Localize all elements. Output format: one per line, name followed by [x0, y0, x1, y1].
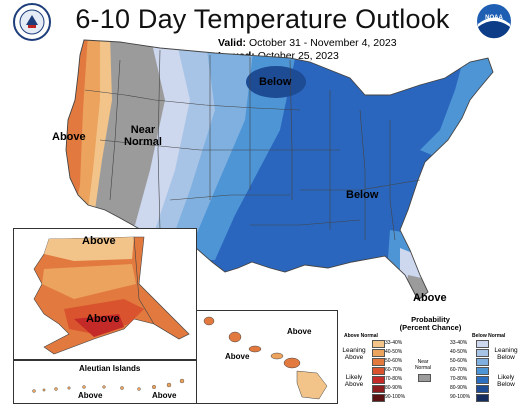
legend-below-swatch: [476, 349, 489, 357]
hawaii-inset: Above Above: [196, 310, 338, 404]
label-below-north: Below: [259, 76, 292, 88]
legend-leaning-below: Leaning Below: [494, 347, 518, 361]
label-above-florida: Above: [413, 292, 447, 304]
label-above-west: Above: [52, 131, 86, 143]
alaska-map: [33, 236, 190, 355]
label-alaska-above-n: Above: [82, 235, 116, 247]
legend-below-bin-label: 40-50%: [450, 349, 468, 355]
legend-below-header: Below Normal: [472, 333, 506, 339]
legend-below-bin-label: 33-40%: [450, 340, 468, 346]
legend-title: Probability (Percent Chance): [399, 315, 462, 332]
legend-above-header: Above Normal: [344, 333, 378, 339]
legend-above-swatch: [372, 367, 385, 375]
legend: Probability (Percent Chance) Above Norma…: [338, 316, 523, 404]
legend-above-swatch: [372, 376, 385, 384]
legend-near-normal: Near Normal: [414, 359, 432, 371]
legend-above-bin-label: 60-70%: [385, 367, 403, 373]
legend-likely-above: Likely Above: [344, 374, 364, 388]
state-borders: [65, 39, 494, 301]
noaa-logo-text: NOAA: [485, 15, 503, 21]
legend-below-swatch: [476, 358, 489, 366]
valid-range: October 31 - November 4, 2023: [248, 37, 397, 49]
label-aleutian-above-1: Above: [78, 391, 103, 400]
hawaii-map: [203, 316, 328, 400]
legend-below-bin-label: 50-60%: [450, 358, 468, 364]
legend-below-bin-label: 80-90%: [450, 385, 468, 391]
legend-above-bin-label: 70-80%: [385, 376, 403, 382]
label-aleutian-above-2: Above: [152, 391, 177, 400]
legend-above-swatch: [372, 385, 385, 393]
legend-below-bin-label: 70-80%: [450, 376, 468, 382]
legend-above-bin-label: 80-90%: [385, 385, 403, 391]
legend-below-swatch: [476, 376, 489, 384]
noaa-logo: NOAA: [476, 3, 512, 39]
legend-leaning-above: Leaning Above: [342, 347, 366, 361]
label-hawaii-above-1: Above: [287, 327, 312, 336]
legend-below-swatch: [476, 394, 489, 402]
valid-dates: Valid: October 31 - November 4, 2023: [218, 37, 397, 49]
legend-above-bin-label: 40-50%: [385, 349, 403, 355]
legend-above-swatch: [372, 394, 385, 402]
aleutian-inset: Aleutian Islands Above Above: [13, 360, 197, 404]
page-title: 6-10 Day Temperature Outlook: [75, 4, 450, 34]
aleutian-title: Aleutian Islands: [79, 364, 141, 373]
legend-above-bin-label: 33-40%: [385, 340, 403, 346]
label-hawaii-above-2: Above: [225, 352, 250, 361]
aleutian-map: [32, 378, 185, 393]
legend-below-bin-label: 90-100%: [450, 394, 471, 400]
doc-seal-logo: [13, 3, 51, 41]
legend-below-swatch: [476, 385, 489, 393]
label-near-normal: Near Normal: [124, 124, 162, 148]
legend-near-swatch: [418, 374, 431, 382]
legend-above-bin-label: 50-60%: [385, 358, 403, 364]
legend-below-bin-label: 60-70%: [450, 367, 468, 373]
legend-above-swatch: [372, 358, 385, 366]
conus-shading: [66, 40, 493, 300]
label-alaska-above-s: Above: [86, 313, 120, 325]
alaska-inset: Above Above: [13, 228, 197, 360]
label-below-east: Below: [346, 189, 379, 201]
legend-below-swatch: [476, 367, 489, 375]
legend-above-swatch: [372, 340, 385, 348]
legend-likely-below: Likely Below: [497, 374, 515, 388]
legend-below-swatch: [476, 340, 489, 348]
legend-above-bin-label: 90-100%: [385, 394, 406, 400]
legend-above-swatch: [372, 349, 385, 357]
